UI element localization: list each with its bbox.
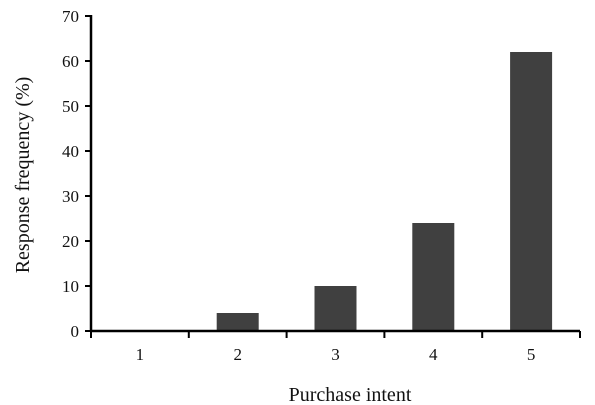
y-tick-label: 70 (62, 7, 79, 26)
y-tick-label: 20 (62, 232, 79, 251)
y-tick-label: 50 (62, 97, 79, 116)
x-tick-label: 4 (429, 345, 438, 364)
y-axis-title: Response frequency (%) (12, 77, 34, 274)
x-axis-title: Purchase intent (289, 384, 412, 405)
x-tick-label: 2 (233, 345, 242, 364)
bars-group (216, 52, 553, 331)
axes-group (89, 15, 580, 333)
x-tick-label: 5 (527, 345, 536, 364)
x-tick-label: 1 (136, 345, 145, 364)
bar-5 (510, 52, 553, 331)
y-tick-label: 40 (62, 142, 79, 161)
x-ticks-group: 1 2 3 4 5 (90, 331, 581, 364)
y-ticks-group: 0 10 20 30 40 50 60 70 (62, 7, 91, 341)
x-tick-label: 3 (331, 345, 340, 364)
y-tick-label: 10 (62, 277, 79, 296)
y-tick-label: 60 (62, 52, 79, 71)
y-tick-label: 30 (62, 187, 79, 206)
bar-3 (314, 286, 357, 331)
bar-4 (412, 223, 455, 331)
y-tick-label: 0 (71, 322, 80, 341)
bar-2 (216, 313, 259, 331)
